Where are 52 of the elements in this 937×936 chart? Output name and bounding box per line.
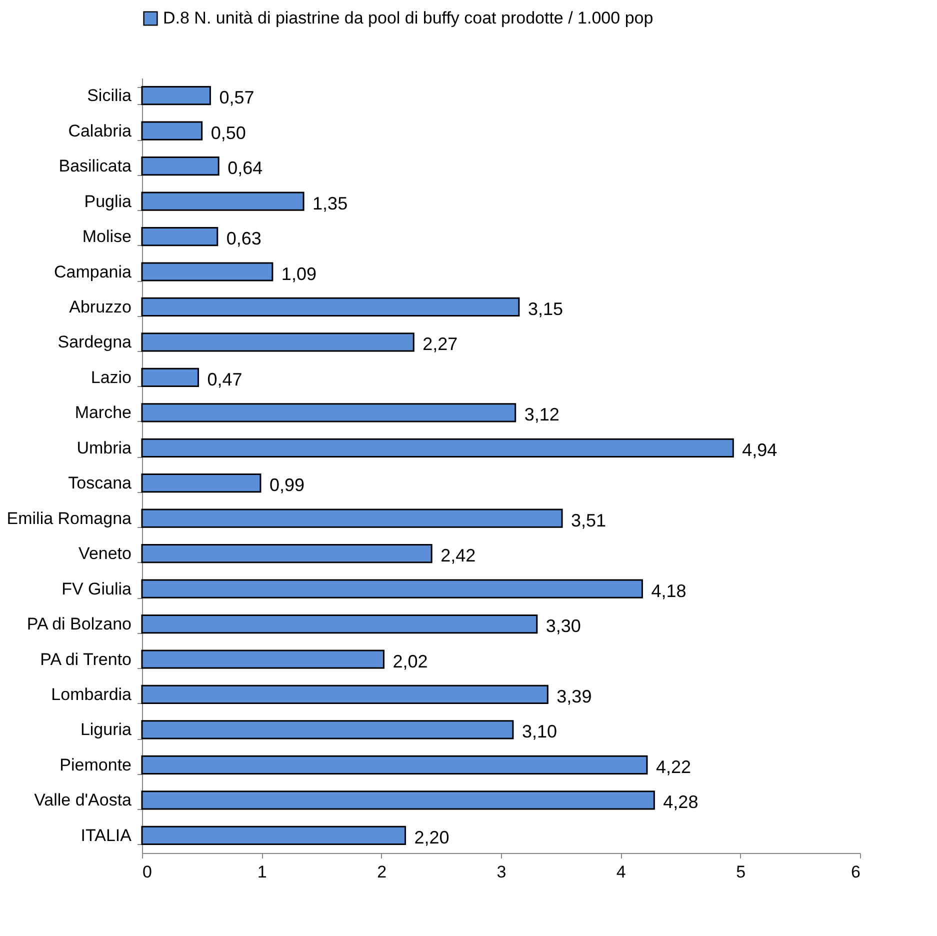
y-tick-label: Piemonte: [60, 755, 132, 774]
x-tick-label: 5: [736, 862, 746, 882]
data-label: 0,47: [207, 369, 242, 390]
data-label: 3,39: [556, 686, 592, 706]
y-tick-label: Molise: [82, 227, 132, 246]
y-tick-label: Liguria: [80, 720, 132, 740]
data-label: 0,63: [226, 228, 262, 249]
data-label: 3,15: [528, 298, 563, 319]
data-label: 3,12: [524, 404, 560, 425]
y-tick-label: Basilicata: [58, 156, 132, 176]
data-label: 2,27: [422, 334, 458, 354]
data-label: 4,28: [663, 792, 698, 812]
x-tick-label: 1: [257, 862, 267, 882]
y-tick-label: Puglia: [84, 192, 132, 211]
y-tick-label: PA di Trento: [40, 650, 132, 669]
y-tick-label: Lombardia: [51, 684, 132, 704]
data-label: 3,10: [522, 722, 558, 742]
data-label: 4,18: [651, 580, 686, 601]
x-tick-label: 6: [851, 862, 860, 882]
data-label: 4,22: [656, 756, 692, 777]
legend-label: D.8 N. unità di piastrine da pool di buffy coat prodotte / 1.000 pop: [163, 8, 654, 28]
data-label: 2,02: [392, 651, 428, 672]
x-tick-label: 0: [142, 862, 152, 882]
data-label: 0,57: [219, 88, 254, 108]
y-tick-label: Umbria: [76, 438, 132, 458]
y-tick-label: Calabria: [68, 121, 132, 140]
y-tick-label: ITALIA: [80, 826, 132, 845]
x-tick-label: 4: [616, 862, 626, 882]
y-tick-label: Campania: [54, 262, 132, 282]
y-tick-label: Toscana: [68, 474, 132, 493]
data-label: 4,94: [742, 440, 778, 460]
y-tick-label: Marche: [74, 403, 132, 422]
x-tick-label: 3: [496, 862, 506, 882]
y-tick-label: Valle d'Aosta: [34, 790, 132, 810]
data-label: 1,09: [281, 264, 316, 284]
y-tick-label: FV Giulia: [62, 579, 132, 598]
y-tick-label: Abruzzo: [69, 297, 132, 316]
y-tick-label: Sardegna: [58, 332, 132, 352]
data-label: 2,20: [414, 827, 450, 848]
y-tick-label: Veneto: [78, 544, 132, 564]
data-label: 2,42: [440, 546, 476, 566]
y-tick-label: PA di Bolzano: [26, 614, 132, 634]
data-label: 3,30: [546, 616, 581, 636]
y-tick-label: Sicilia: [87, 86, 132, 106]
x-tick-label: 2: [377, 862, 387, 882]
y-tick-label: Emilia Romagna: [6, 508, 132, 528]
data-label: 1,35: [312, 193, 348, 214]
data-label: 3,51: [571, 510, 606, 530]
data-label: 0,64: [228, 158, 263, 178]
y-tick-label: Lazio: [90, 368, 132, 387]
data-label: 0,99: [269, 475, 305, 496]
data-label: 0,50: [210, 122, 246, 143]
